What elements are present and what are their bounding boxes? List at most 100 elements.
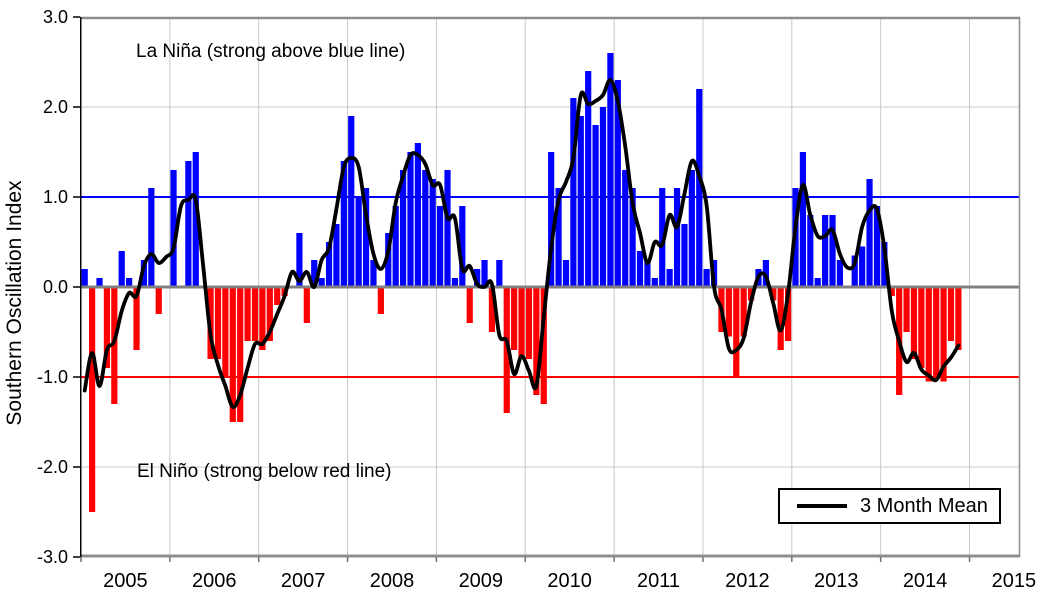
bar-2011-10 xyxy=(681,224,688,287)
bar-2005-10 xyxy=(148,188,155,287)
bar-2007-01 xyxy=(259,287,266,350)
x-tick-label-2012: 2012 xyxy=(725,570,770,592)
bar-2011-09 xyxy=(673,188,681,287)
legend: 3 Month Mean xyxy=(778,488,1001,524)
x-tick-label-2013: 2013 xyxy=(813,570,859,592)
legend-label: 3 Month Mean xyxy=(860,494,988,517)
bar-2012-12 xyxy=(785,287,792,341)
y-tick-label-2.0: 2.0 xyxy=(42,97,68,117)
bar-2008-10 xyxy=(414,143,421,287)
bar-2007-07 xyxy=(303,287,310,323)
bar-2008-12 xyxy=(429,179,436,287)
bar-2005-01 xyxy=(81,269,88,287)
y-tick-label--1.0: -1.0 xyxy=(36,367,68,387)
bar-2010-12 xyxy=(607,53,614,287)
bar-2012-01 xyxy=(703,269,710,287)
bar-2006-04 xyxy=(192,152,199,287)
bar-2014-11 xyxy=(955,287,962,350)
bar-2007-08 xyxy=(311,260,318,287)
bar-2010-10 xyxy=(592,125,599,287)
x-tick-label-2014: 2014 xyxy=(902,570,948,592)
bar-2008-08 xyxy=(399,170,407,287)
bar-2009-10 xyxy=(503,287,510,413)
bar-2011-07 xyxy=(659,188,666,287)
x-tick-label-2005: 2005 xyxy=(103,570,148,592)
bar-2013-04 xyxy=(814,278,821,287)
bar-2012-10 xyxy=(770,287,777,301)
bar-2012-05 xyxy=(733,287,740,377)
bar-2011-03 xyxy=(629,188,636,287)
bar-2008-06 xyxy=(385,233,392,287)
bar-2010-07 xyxy=(570,98,577,287)
x-tick-label-2010: 2010 xyxy=(547,570,592,592)
x-tick-label-2007: 2007 xyxy=(280,570,326,592)
bar-2010-01 xyxy=(525,287,533,359)
x-tick-label-2009: 2009 xyxy=(458,570,504,592)
bar-2011-01 xyxy=(614,80,621,287)
bar-2008-03 xyxy=(362,188,370,287)
bar-2013-11 xyxy=(866,179,873,287)
bar-2014-06 xyxy=(918,287,925,368)
bar-2012-11 xyxy=(777,287,784,350)
x-tick-label-2006: 2006 xyxy=(192,570,237,592)
bar-2007-02 xyxy=(266,287,273,341)
y-tick-label-3.0: 3.0 xyxy=(42,7,68,27)
bar-2011-04 xyxy=(636,251,644,287)
bar-2008-04 xyxy=(370,260,377,287)
la-nina-annotation: La Niña (strong above blue line) xyxy=(136,41,406,62)
bar-2005-02 xyxy=(89,287,96,512)
bar-2006-11 xyxy=(244,287,251,341)
bar-2011-11 xyxy=(688,170,695,287)
bar-2008-02 xyxy=(355,197,362,287)
bar-2008-05 xyxy=(377,287,384,314)
bar-2013-06 xyxy=(829,215,836,287)
bar-2010-02 xyxy=(533,287,540,395)
bar-2012-04 xyxy=(725,287,732,337)
x-tick-label-2008: 2008 xyxy=(369,570,415,592)
bar-2005-03 xyxy=(96,278,103,287)
bar-2006-12 xyxy=(251,287,259,341)
bar-2007-12 xyxy=(340,161,347,287)
bar-2013-02 xyxy=(799,152,807,287)
bar-2006-08 xyxy=(222,287,229,377)
bar-2007-10 xyxy=(325,242,333,287)
bar-2005-05 xyxy=(111,287,118,404)
bar-2005-06 xyxy=(118,251,125,287)
bar-2006-09 xyxy=(229,287,236,422)
bar-2009-09 xyxy=(496,260,503,287)
bar-2013-07 xyxy=(836,260,844,287)
bar-2007-09 xyxy=(318,278,325,287)
bar-2007-06 xyxy=(296,233,303,287)
bar-2006-03 xyxy=(185,161,192,287)
y-tick-label--2.0: -2.0 xyxy=(36,457,68,477)
bar-2014-09 xyxy=(940,287,947,382)
bar-2006-10 xyxy=(237,287,244,422)
bar-2008-09 xyxy=(407,152,414,287)
bar-2009-01 xyxy=(437,206,444,287)
bar-2005-08 xyxy=(133,287,140,350)
x-tick-label-2011: 2011 xyxy=(637,570,681,592)
bar-2011-02 xyxy=(622,170,629,287)
bar-2011-05 xyxy=(644,260,651,287)
bar-2009-12 xyxy=(518,287,525,359)
bar-2010-03 xyxy=(540,287,547,404)
bar-2008-11 xyxy=(422,170,429,287)
bar-2014-10 xyxy=(947,287,955,341)
bar-2014-07 xyxy=(925,287,932,382)
bar-2009-11 xyxy=(511,287,518,350)
bar-2013-12 xyxy=(873,206,881,287)
bar-2006-07 xyxy=(214,287,222,359)
bar-2014-01 xyxy=(881,242,888,287)
bar-2014-04 xyxy=(903,287,910,332)
x-tick-label-2015: 2015 xyxy=(991,570,1037,592)
y-tick-label-1.0: 1.0 xyxy=(42,187,68,207)
bar-2014-05 xyxy=(910,287,918,359)
bar-2013-09 xyxy=(851,255,858,287)
bar-2011-06 xyxy=(651,278,658,287)
bar-2011-08 xyxy=(666,269,673,287)
bar-2009-08 xyxy=(488,287,496,332)
plot-area xyxy=(73,16,1021,562)
bar-2014-02 xyxy=(888,287,895,296)
bar-2012-06 xyxy=(740,287,747,337)
